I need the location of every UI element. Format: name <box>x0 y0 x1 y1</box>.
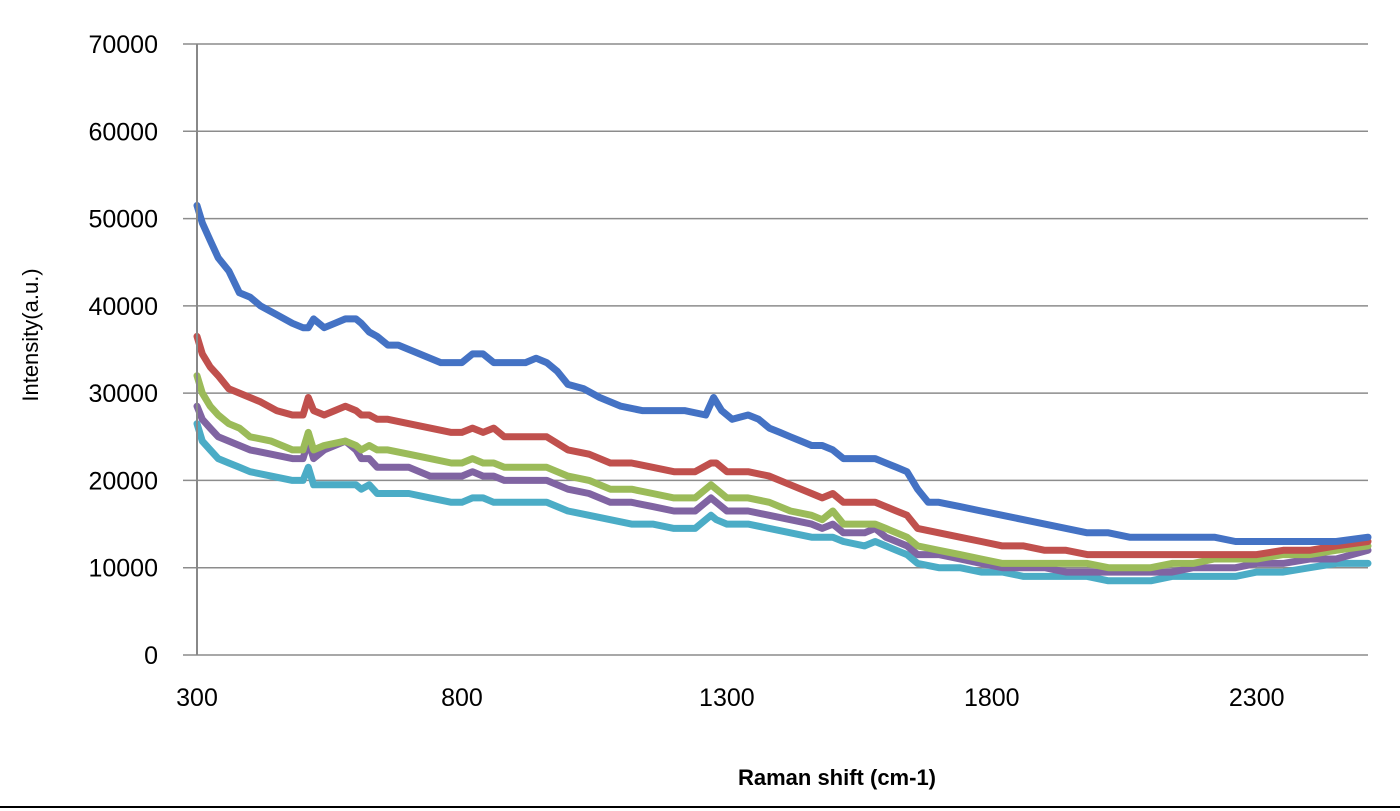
y-tick-label: 20000 <box>88 467 158 495</box>
x-tick-label: 1300 <box>699 684 755 712</box>
series-line-4 <box>193 402 1372 576</box>
series-line-5 <box>193 420 1372 585</box>
bottom-border-line <box>0 806 1400 808</box>
series-line-1 <box>193 202 1372 545</box>
y-tick-label: 0 <box>144 642 158 670</box>
series-line-3 <box>193 372 1372 572</box>
y-tick-label: 60000 <box>88 118 158 146</box>
series-line-2 <box>193 332 1372 559</box>
y-axis-title: Intensity(a.u.) <box>18 268 43 401</box>
x-tick-label: 2300 <box>1229 684 1285 712</box>
y-tick-label: 30000 <box>88 380 158 408</box>
x-tick-label: 1800 <box>964 684 1020 712</box>
x-axis-title: Raman shift (cm-1) <box>738 765 936 790</box>
series-lines <box>193 202 1372 585</box>
y-tick-label: 10000 <box>88 555 158 583</box>
y-tick-label: 40000 <box>88 293 158 321</box>
y-tick-label: 70000 <box>88 31 158 59</box>
y-tick-label: 50000 <box>88 206 158 234</box>
x-tick-label: 300 <box>176 684 218 712</box>
x-tick-label: 800 <box>441 684 483 712</box>
x-tick-labels: 300 800 1300 1800 2300 <box>176 684 1284 712</box>
y-tick-labels: 0 10000 20000 30000 40000 50000 60000 70000 <box>88 31 158 670</box>
